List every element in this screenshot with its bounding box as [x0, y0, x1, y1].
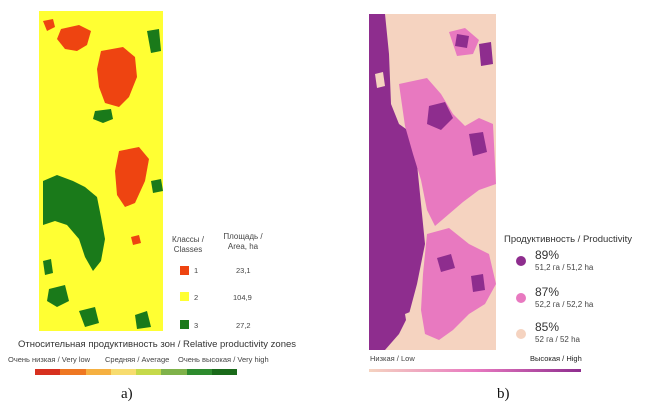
gradient-segment	[60, 369, 86, 375]
legend-header-area: Площадь / Area, ha	[223, 232, 263, 251]
high-productivity-region	[369, 14, 425, 350]
high-productivity-region	[427, 102, 453, 130]
legend-area-87: 52,2 га / 52,2 ha	[535, 300, 594, 309]
legend-class2-area: 104,9	[233, 293, 252, 302]
panel-label-b: b)	[497, 386, 510, 402]
legend-dot-87	[516, 293, 526, 303]
high-productivity-region	[479, 42, 493, 66]
zone-class3-patch	[151, 179, 163, 193]
scale-label-average: Средняя / Average	[105, 355, 170, 364]
gradient-segment	[186, 369, 212, 375]
legend-class1-area: 23,1	[236, 266, 251, 275]
scale-label-very-low: Очень низкая / Very low	[8, 355, 91, 364]
zones-title: Относительная продуктивность зон / Relat…	[18, 339, 297, 350]
zone-class1-patch	[97, 47, 137, 107]
zone-class1-patch	[57, 25, 91, 51]
panel-label-a: a)	[121, 386, 133, 402]
productivity-zones-map-a	[39, 11, 163, 331]
legend-class3-label: 3	[194, 321, 199, 330]
legend-area-85: 52 га / 52 ha	[535, 335, 580, 344]
medium-productivity-region	[421, 228, 496, 340]
legend-swatch-class3	[180, 320, 189, 329]
scale-label-very-high: Очень высокая / Very high	[178, 355, 269, 364]
zone-map-a-graphic	[43, 19, 163, 329]
productivity-map-b-graphic	[369, 14, 496, 350]
zone-class3-patch	[47, 285, 69, 307]
zone-class3-patch	[93, 109, 113, 123]
legend-class3-area: 27,2	[236, 321, 251, 330]
zone-class1-patch	[43, 19, 55, 31]
gradient-segment	[110, 369, 136, 375]
high-productivity-region	[437, 254, 455, 272]
legend-swatch-class1	[180, 266, 189, 275]
zone-class3-patch	[43, 259, 53, 275]
gradient-segment	[136, 369, 162, 375]
productivity-gradient-bar-a	[35, 369, 237, 375]
legend-dot-85	[516, 329, 526, 339]
legend-class1-label: 1	[194, 266, 199, 275]
legend-area-89: 51,2 га / 51,2 ha	[535, 263, 594, 272]
medium-productivity-region	[399, 78, 496, 226]
gradient-segment	[211, 369, 237, 375]
zone-class1-patch	[115, 147, 149, 207]
low-productivity-region	[405, 310, 417, 326]
low-productivity-region	[375, 72, 385, 88]
legend-pct-89: 89%	[535, 248, 560, 262]
zone-class1-patch	[131, 235, 141, 245]
productivity-gradient-bar-b	[369, 369, 581, 372]
legend-swatch-class2	[180, 292, 189, 301]
gradient-segment	[85, 369, 111, 375]
legend-header-classes: Классы / Classes	[172, 235, 204, 254]
legend-dot-89	[516, 256, 526, 266]
legend-pct-87: 87%	[535, 285, 560, 299]
gradient-segment	[161, 369, 187, 375]
productivity-map-b	[369, 14, 496, 350]
gradient-segment	[35, 369, 61, 375]
zone-class3-patch	[79, 307, 99, 327]
legend-class2-label: 2	[194, 293, 199, 302]
productivity-legend-title: Продуктивность / Productivity	[504, 234, 633, 245]
scale-label-high: Высокая / High	[530, 354, 582, 363]
high-productivity-region	[471, 274, 485, 292]
legend-pct-85: 85%	[535, 320, 560, 334]
high-productivity-region	[455, 34, 469, 48]
zone-class3-patch	[43, 175, 105, 271]
high-productivity-region	[469, 132, 487, 156]
zone-class3-patch	[135, 311, 151, 329]
zone-class3-patch	[147, 29, 161, 53]
scale-label-low: Низкая / Low	[370, 354, 415, 363]
